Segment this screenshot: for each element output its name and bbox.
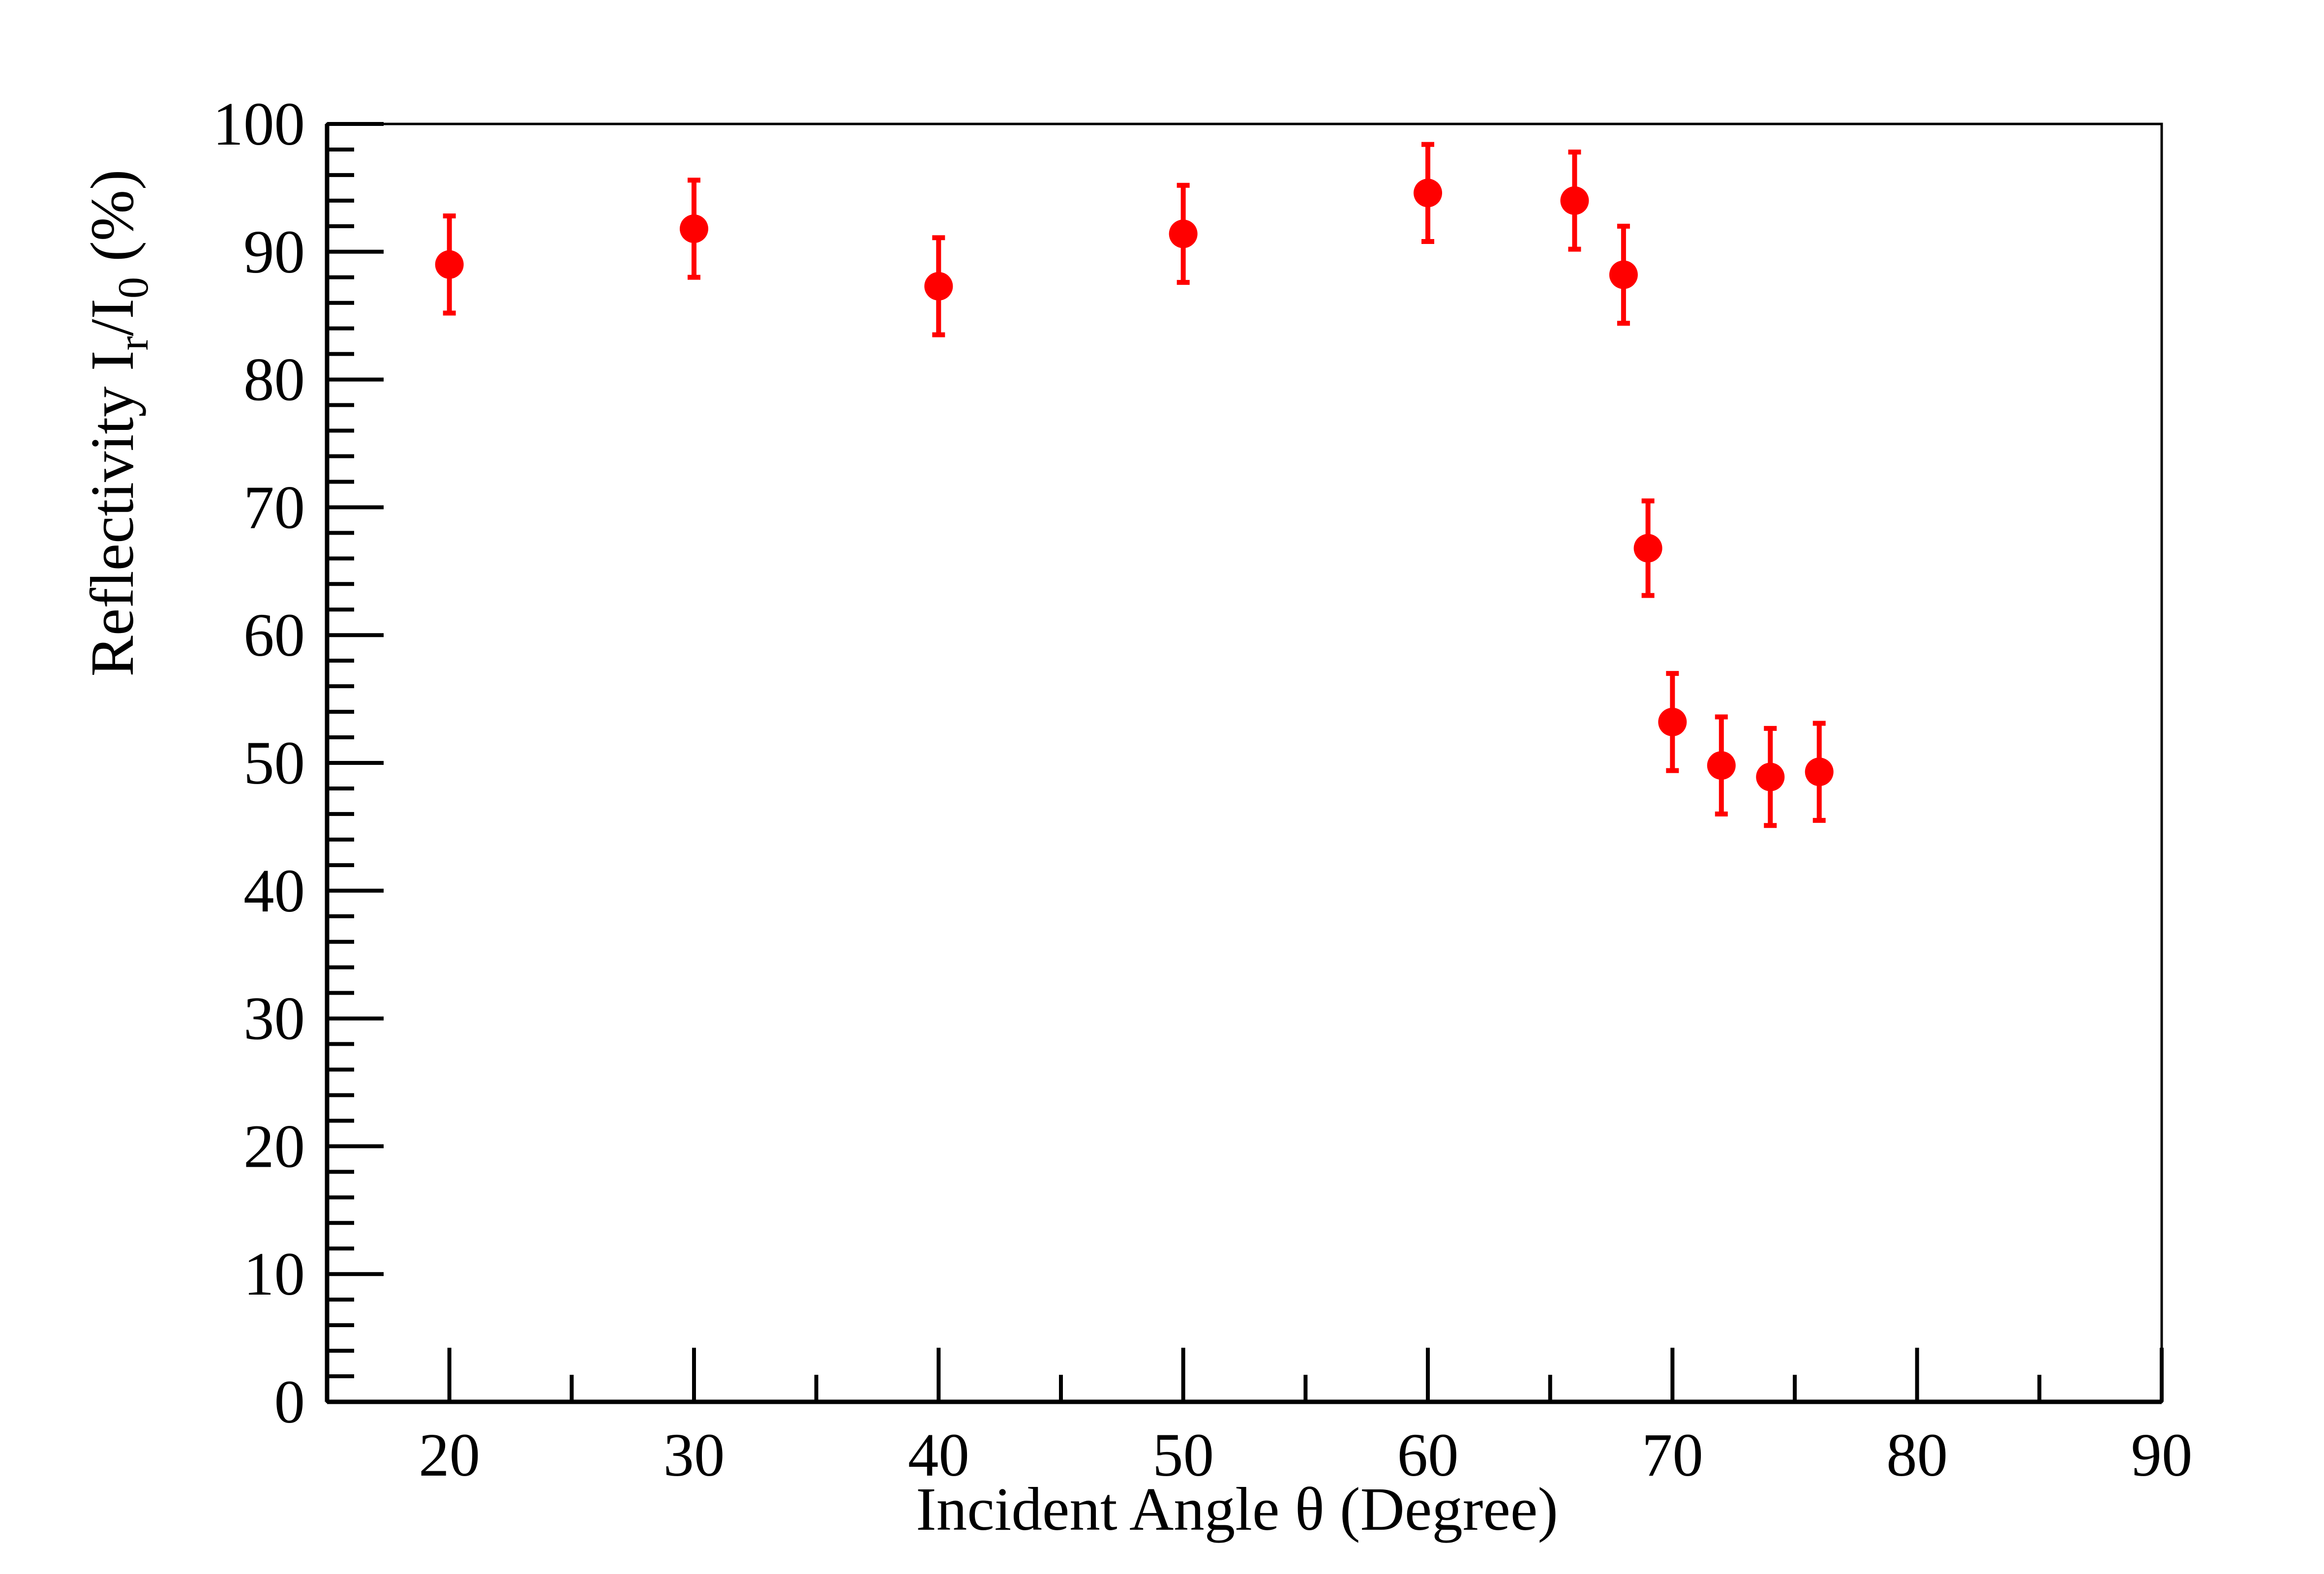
y-tick-label: 100 <box>213 91 305 158</box>
data-point <box>1609 260 1638 289</box>
data-point <box>1633 534 1662 563</box>
y-axis-title-sub-r: r <box>110 336 157 350</box>
x-axis-title: Incident Angle θ (Degree) <box>916 1476 1558 1544</box>
y-tick-label: 80 <box>243 346 305 414</box>
data-point <box>1169 219 1198 248</box>
y-axis-title-suffix: (%) <box>79 169 147 277</box>
y-tick-label: 40 <box>243 857 305 925</box>
y-tick-label: 50 <box>243 729 305 797</box>
y-axis-title-sub-0: 0 <box>110 277 157 299</box>
y-tick-label: 0 <box>274 1368 305 1436</box>
x-tick-label: 80 <box>1886 1422 1948 1489</box>
y-axis-title-mid: /I <box>79 299 147 336</box>
y-axis-title: Reflectivity Ir/I0 (%) <box>79 169 157 676</box>
x-tick-label: 70 <box>1642 1422 1703 1489</box>
data-point <box>924 272 953 301</box>
x-tick-label: 60 <box>1397 1422 1459 1489</box>
data-point <box>1805 757 1834 787</box>
y-tick-label: 90 <box>243 218 305 286</box>
y-axis-title-prefix: Reflectivity I <box>79 351 147 677</box>
x-tick-label: 90 <box>2131 1422 2193 1489</box>
data-point <box>435 250 464 279</box>
y-tick-label: 60 <box>243 602 305 669</box>
data-point <box>680 214 708 243</box>
x-tick-label: 20 <box>419 1422 480 1489</box>
data-point <box>1560 186 1589 215</box>
x-tick-label: 30 <box>664 1422 725 1489</box>
data-points <box>435 142 1834 828</box>
x-tick-label: 50 <box>1152 1422 1214 1489</box>
data-point <box>1414 179 1442 208</box>
y-tick-label: 20 <box>243 1113 305 1180</box>
y-tick-label: 30 <box>243 985 305 1053</box>
data-point <box>1658 707 1687 736</box>
y-tick-label: 10 <box>243 1241 305 1308</box>
axes <box>325 122 2163 1404</box>
data-point <box>1756 762 1785 791</box>
y-tick-label: 70 <box>243 474 305 542</box>
x-tick-label: 40 <box>908 1422 969 1489</box>
ticks <box>327 122 2164 1404</box>
tick-labels: 20 30 40 50 60 70 80 90 0 10 20 30 40 50 60 70 80 90 100 <box>213 91 2193 1489</box>
data-point <box>1707 751 1736 780</box>
plot-frame <box>326 122 2163 1403</box>
